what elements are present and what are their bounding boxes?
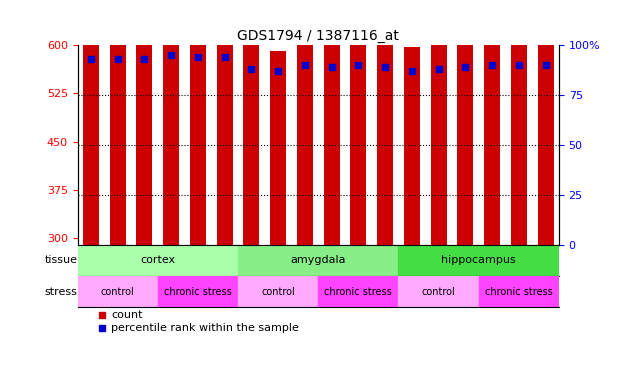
Bar [538,13,553,245]
Text: amygdala: amygdala [291,255,346,266]
Bar [238,276,318,307]
Bar [350,19,366,245]
Text: chronic stress: chronic stress [485,286,553,297]
Bar [297,0,313,245]
Bar [83,0,99,245]
Bar [78,276,158,307]
Text: chronic stress: chronic stress [325,286,392,297]
Text: count: count [111,310,143,320]
Bar [404,47,420,245]
Text: control: control [261,286,295,297]
Bar [163,0,179,245]
Text: chronic stress: chronic stress [164,286,232,297]
Bar [238,245,399,276]
Bar [243,33,260,245]
Text: stress: stress [45,286,78,297]
Bar [217,0,233,245]
Bar [430,26,446,245]
Bar [190,0,206,245]
Title: GDS1794 / 1387116_at: GDS1794 / 1387116_at [237,28,399,43]
Text: control: control [101,286,135,297]
Text: tissue: tissue [45,255,78,266]
Bar [399,276,479,307]
Bar [110,0,125,245]
Bar [78,245,238,276]
Text: cortex: cortex [140,255,175,266]
Bar [479,276,559,307]
Bar [377,32,393,245]
Text: hippocampus: hippocampus [442,255,516,266]
Bar [270,51,286,245]
Bar [318,276,399,307]
Text: control: control [422,286,455,297]
Bar [158,276,238,307]
Bar [457,22,473,245]
Bar [324,33,340,245]
Bar [399,245,559,276]
Bar [510,14,527,245]
Text: percentile rank within the sample: percentile rank within the sample [111,323,299,333]
Bar [137,0,153,245]
Bar [484,0,500,245]
